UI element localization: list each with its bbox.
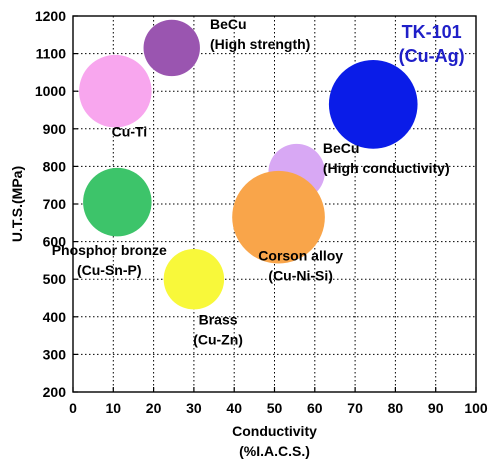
y-tick-label: 700	[43, 196, 67, 212]
y-tick-label: 900	[43, 121, 67, 137]
x-tick-label: 50	[267, 400, 283, 416]
x-tick-label: 40	[226, 400, 242, 416]
bubble-label: BeCu	[210, 16, 247, 32]
x-axis-title: Conductivity	[232, 423, 317, 439]
bubble-point	[328, 60, 418, 149]
x-tick-label: 0	[69, 400, 77, 416]
bubble-label: (Cu-Sn-P)	[77, 262, 142, 278]
x-tick-label: 30	[186, 400, 202, 416]
bubble-point	[163, 248, 225, 310]
x-axis-title: (%I.A.C.S.)	[239, 443, 310, 459]
x-tick-label: 80	[388, 400, 404, 416]
x-tick-label: 20	[146, 400, 162, 416]
bubble-point	[83, 167, 152, 237]
bubble-label: Cu-Ti	[112, 123, 148, 139]
bubble-label: (Cu-Zn)	[193, 331, 243, 347]
axes: 0 10 20 30 40 50 60 70 80 90 100 200 300 400 500 600 700…	[9, 8, 488, 459]
bubble-point	[232, 170, 325, 264]
x-tick-label: 60	[307, 400, 323, 416]
y-tick-label: 1200	[35, 8, 66, 24]
headline-text: (Cu-Ag)	[399, 46, 465, 66]
headline-text: TK-101	[402, 22, 462, 42]
y-tick-label: 200	[43, 384, 67, 400]
bubble-point	[143, 19, 200, 77]
y-tick-label: 500	[43, 271, 67, 287]
x-tick-label: 10	[106, 400, 122, 416]
y-tick-label: 400	[43, 309, 67, 325]
headline: TK-101 (Cu-Ag)	[399, 22, 465, 66]
bubble-point	[79, 54, 152, 128]
bubble-label: (Cu-Ni-Si)	[268, 267, 333, 283]
y-tick-label: 800	[43, 158, 67, 174]
bubble-label: (High strength)	[210, 36, 310, 52]
x-tick-label: 100	[464, 400, 488, 416]
y-tick-label: 600	[43, 234, 67, 250]
bubble-label: (High conductivity)	[323, 160, 450, 176]
bubble-label: Phosphor bronze	[52, 242, 167, 258]
bubbles	[79, 19, 418, 310]
x-tick-label: 70	[347, 400, 363, 416]
y-tick-label: 1100	[36, 46, 67, 62]
bubble-label: BeCu	[323, 140, 360, 156]
y-tick-label: 1000	[35, 83, 66, 99]
y-tick-label: 300	[43, 346, 67, 362]
y-axis-title: U.T.S.(MPa)	[9, 166, 25, 242]
bubble-label: Brass	[199, 311, 238, 327]
bubble-labels: BeCu (High strength) Cu-Ti BeCu (High conduc…	[52, 16, 450, 347]
x-tick-label: 90	[428, 400, 444, 416]
bubble-label: Corson alloy	[258, 247, 343, 263]
